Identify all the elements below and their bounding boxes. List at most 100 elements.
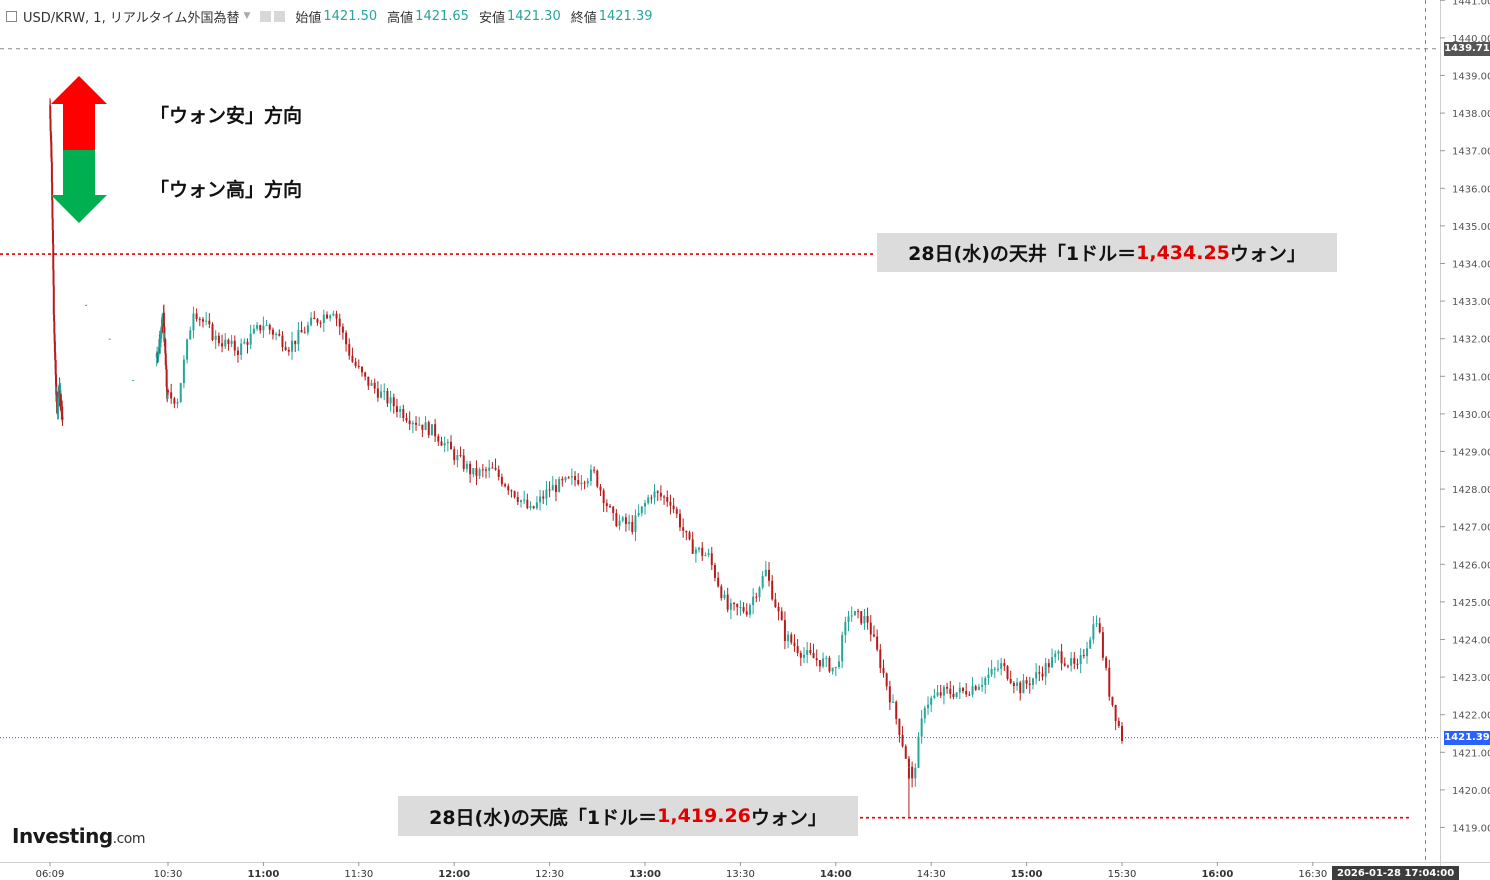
settings-icon[interactable] xyxy=(274,10,286,22)
price-tick-label: 1437.00 xyxy=(1452,147,1490,158)
candle-body xyxy=(965,690,968,695)
candle-body xyxy=(990,669,993,675)
candle-body xyxy=(201,319,204,322)
candle-body xyxy=(669,501,672,506)
candle-body xyxy=(434,424,437,437)
candle-body xyxy=(424,422,427,431)
price-tick-label: 1439.00 xyxy=(1452,72,1490,83)
candle-body xyxy=(723,594,726,599)
candle-body xyxy=(574,476,577,481)
candle-body xyxy=(389,397,392,404)
candle-body xyxy=(182,359,185,384)
candle-body xyxy=(599,486,602,491)
candle-body xyxy=(326,314,328,319)
high-annotation-suffix: ウォン」 xyxy=(1229,243,1306,265)
candle-body xyxy=(453,449,456,461)
price-tick-label: 1435.00 xyxy=(1452,222,1490,233)
candle-body xyxy=(383,390,386,392)
price-tick-label: 1436.00 xyxy=(1452,184,1490,195)
candle-body xyxy=(1095,623,1098,625)
candle-body xyxy=(1051,657,1054,668)
candle-body xyxy=(322,314,325,324)
candle-body xyxy=(1003,663,1006,667)
candle-body xyxy=(214,335,217,340)
candle-body xyxy=(1066,665,1069,667)
candle-body xyxy=(294,340,297,345)
candle-body xyxy=(548,489,551,491)
candle-body xyxy=(51,230,54,245)
candle-body xyxy=(1063,663,1066,666)
candle-body xyxy=(659,492,662,497)
candle-body xyxy=(558,478,561,492)
candle-body xyxy=(812,653,815,659)
candle-body xyxy=(1047,663,1050,668)
candle-body xyxy=(300,330,303,333)
candle-body xyxy=(869,622,872,635)
candle-body xyxy=(987,674,990,679)
candle-body xyxy=(589,469,592,481)
candle-body xyxy=(475,468,478,476)
candle-body xyxy=(164,353,167,366)
candle-body xyxy=(593,469,596,471)
candle-body xyxy=(392,397,395,407)
time-tick-label: 06:09 xyxy=(36,869,65,879)
candle-body xyxy=(803,654,805,658)
candle-body xyxy=(319,322,322,324)
candle-body xyxy=(52,285,55,315)
candle-body xyxy=(462,455,465,469)
open-label: 始値 xyxy=(295,10,322,26)
candle-body xyxy=(59,394,62,402)
candle-body xyxy=(252,328,255,334)
candle-body xyxy=(1057,651,1060,654)
candle-body xyxy=(485,469,487,471)
candle-body xyxy=(1041,673,1044,677)
price-tick-label: 1423.00 xyxy=(1452,673,1490,684)
candle-body xyxy=(822,658,825,667)
candle-body xyxy=(898,718,901,735)
candle-body xyxy=(310,317,313,326)
candle-body xyxy=(1076,663,1079,665)
candle-body xyxy=(892,701,895,703)
candle-body xyxy=(1025,680,1028,684)
candle-body xyxy=(198,319,201,321)
candle-body xyxy=(847,616,850,622)
candle-body xyxy=(828,657,831,672)
candle-body xyxy=(949,688,952,694)
candle-body xyxy=(920,718,923,737)
candle-body xyxy=(532,506,535,509)
candle-body xyxy=(904,746,907,759)
dropdown-chevron-icon[interactable]: ▼ xyxy=(243,11,251,21)
visibility-icon[interactable] xyxy=(260,10,272,22)
candle-body xyxy=(971,686,974,695)
candle-body xyxy=(1019,682,1022,694)
low-label: 安値 xyxy=(478,10,505,26)
candle-body xyxy=(1098,623,1101,633)
candle-body xyxy=(895,701,898,719)
candle-body xyxy=(713,564,716,578)
candle-body xyxy=(691,539,694,554)
candle-body xyxy=(914,767,917,779)
candle-body xyxy=(612,506,615,513)
candle-body xyxy=(567,477,570,479)
low-value: 1421.30 xyxy=(506,8,561,24)
candle-body xyxy=(1009,678,1012,683)
candle-body xyxy=(284,347,287,350)
candle-body xyxy=(49,119,52,132)
high-annotation-prefix: 28日(水)の天井「1ドル＝ xyxy=(908,243,1137,265)
candle-body xyxy=(736,603,739,608)
candle-body xyxy=(618,520,621,527)
candle-body xyxy=(513,491,516,498)
candle-body xyxy=(876,636,879,650)
candle-body xyxy=(497,469,500,477)
candle-body xyxy=(764,569,767,577)
candle-body xyxy=(465,463,468,469)
candle-body xyxy=(50,141,53,158)
price-tick-label: 1428.00 xyxy=(1452,485,1490,496)
candle-body xyxy=(653,491,656,498)
candle-body xyxy=(768,569,771,581)
candle-body xyxy=(386,390,389,404)
collapse-icon[interactable] xyxy=(6,10,17,22)
candle-body xyxy=(758,587,761,598)
candle-body xyxy=(224,339,227,347)
